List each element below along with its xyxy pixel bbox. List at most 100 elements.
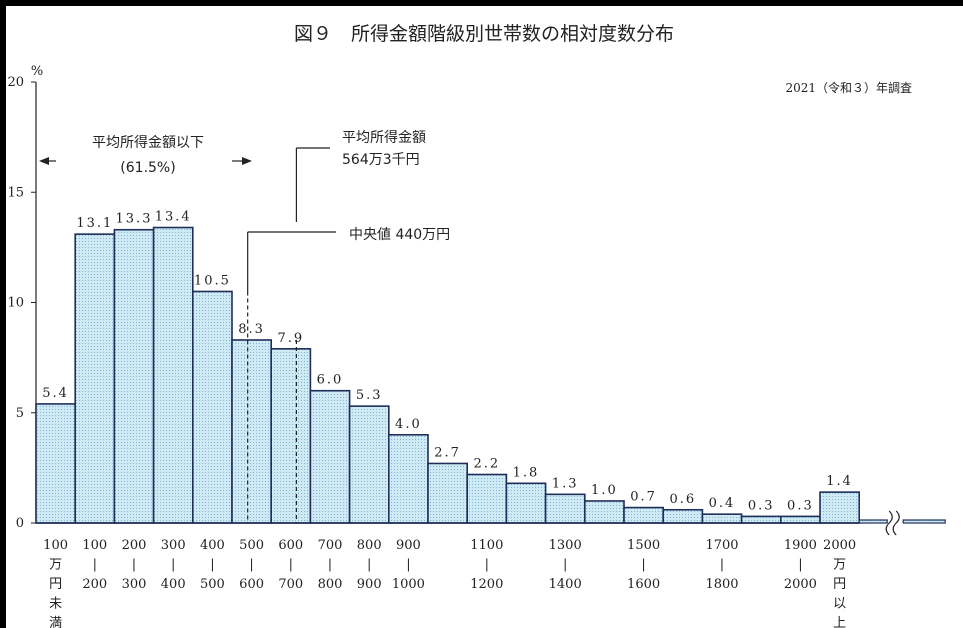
bar [152,226,194,524]
x-tick-label: 万 [49,558,62,573]
x-tick-label: 1000 [392,577,425,592]
bar-value-label: 7.9 [277,331,304,346]
x-tick-label: 300 [161,538,186,553]
x-tick-label: 600 [239,577,264,592]
x-tick-label: 800 [357,538,382,553]
x-tick-label: 2000 [823,538,856,553]
bar-value-label: 0.4 [709,496,736,511]
bar [779,515,821,524]
left-arrow-icon [39,157,49,165]
x-tick-label: 円 [49,577,62,592]
bar [466,473,508,524]
mean-value-label: 564万3千円 [342,152,420,168]
x-tick-label: 1900 [784,538,817,553]
bar [505,482,547,524]
x-tick-label: | [93,558,97,573]
x-tick-label: 500 [200,577,225,592]
x-tick-label: 2000 [784,577,817,592]
bar-value-label: 0.3 [748,498,775,513]
x-tick-label: 500 [239,538,264,553]
median-label: 中央値 440万円 [349,227,450,243]
bar [113,228,155,524]
income-distribution-chart: 図９ 所得金額階級別世帯数の相対度数分布 2021（令和３）年調査 % 0 5 10… [7,23,946,628]
chart-canvas: 図９ 所得金額階級別世帯数の相対度数分布 2021（令和３）年調査 % 0 5 10… [6,6,963,628]
bar-value-label: 6.0 [317,373,344,388]
bar [348,405,390,524]
x-tick-label: 300 [122,577,147,592]
x-tick-label: 1500 [627,538,660,553]
x-tick-label: 未 [49,597,62,612]
annotations: 平均所得金額以下 (61.5%) 平均所得金額 564万3千円 中央値 440万… [39,129,450,523]
y-tick-label: 10 [7,296,24,311]
bar [701,513,743,524]
x-tick-label: 万 [833,558,846,573]
bar-value-label: 1.4 [826,474,853,489]
x-tick-label: 200 [82,577,107,592]
y-tick-label: 20 [7,75,24,90]
x-tick-label: 1700 [705,538,738,553]
x-tick-label: | [641,558,645,573]
y-tick-label: 15 [7,185,24,200]
bar [270,348,312,524]
x-tick-label: | [798,558,802,573]
x-tick-label: 900 [357,577,382,592]
bar-value-label: 8.3 [238,322,265,337]
x-tick-label: 1300 [549,538,582,553]
bar-value-label: 0.3 [787,498,814,513]
x-tick-label: 600 [278,538,303,553]
bar [309,389,351,524]
x-tick-label: 700 [318,538,343,553]
chart-title: 図９ 所得金額階級別世帯数の相対度数分布 [294,23,674,45]
y-tick-label: 5 [16,406,24,421]
x-tick-label: | [132,558,136,573]
x-tick-label: 800 [318,577,343,592]
bar [231,339,273,524]
survey-note: 2021（令和３）年調査 [785,80,912,95]
bar-value-label: 13.3 [116,212,153,227]
bar-value-label: 5.4 [42,386,69,401]
x-tick-label: | [367,558,371,573]
axis-break-icon [885,510,900,536]
bar-value-label: 13.1 [76,216,113,231]
x-tick-label: 700 [278,577,303,592]
y-axis-unit: % [31,64,43,79]
bar [819,491,861,524]
below-mean-percent: (61.5%) [120,160,175,176]
mean-label: 平均所得金額 [342,129,426,146]
bar-value-label: 1.8 [513,465,540,480]
x-tick-label: | [485,558,489,573]
x-tick-label: 200 [122,538,147,553]
x-tick-label: 400 [161,577,186,592]
bar [623,506,665,524]
bar [192,290,233,524]
below-mean-label: 平均所得金額以下 [92,134,204,151]
x-tick-label: 満 [49,616,62,628]
y-axis: 0 5 10 15 20 [7,75,37,531]
bar [427,462,469,524]
x-tick-label: 以 [833,597,846,612]
bar [583,500,625,524]
bar-value-label: 5.3 [356,388,383,403]
x-tick-label: 上 [833,616,846,628]
bar-value-label: 0.6 [669,492,696,507]
x-tick-label: | [563,558,567,573]
value-labels: 5.4 13.1 13.3 13.4 10.5 8.3 7.9 6.0 5.3 4.0 2.7 2.2… [42,210,853,514]
bar-value-label: 10.5 [194,273,231,288]
x-tick-label: 1800 [705,577,738,592]
x-tick-label: 円 [833,577,846,592]
x-tick-label: 1400 [549,577,582,592]
x-tick-label: 1200 [470,577,503,592]
x-tick-label: | [210,558,214,573]
bar [35,403,77,524]
bar-value-label: 1.3 [552,476,579,491]
x-tick-label: | [171,558,175,573]
x-tick-label: | [406,558,410,573]
x-tick-label: | [328,558,332,573]
bar [74,233,116,524]
bar-value-label: 2.2 [473,456,500,471]
right-arrow-icon [242,157,252,165]
x-tick-label: | [249,558,253,573]
bar-value-label: 4.0 [395,417,422,432]
bars [35,226,946,536]
